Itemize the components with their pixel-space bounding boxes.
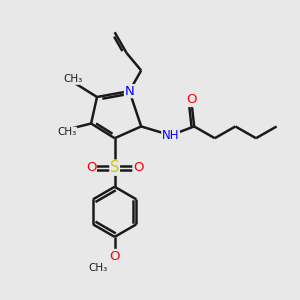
Text: O: O [86, 161, 96, 174]
Text: CH₃: CH₃ [63, 74, 82, 84]
Text: CH₃: CH₃ [57, 127, 76, 137]
Text: N: N [124, 85, 134, 98]
Text: O: O [110, 250, 120, 262]
Text: S: S [110, 160, 119, 175]
Text: O: O [186, 93, 196, 106]
Text: O: O [133, 161, 143, 174]
Text: NH: NH [162, 129, 179, 142]
Text: CH₃: CH₃ [89, 263, 108, 273]
